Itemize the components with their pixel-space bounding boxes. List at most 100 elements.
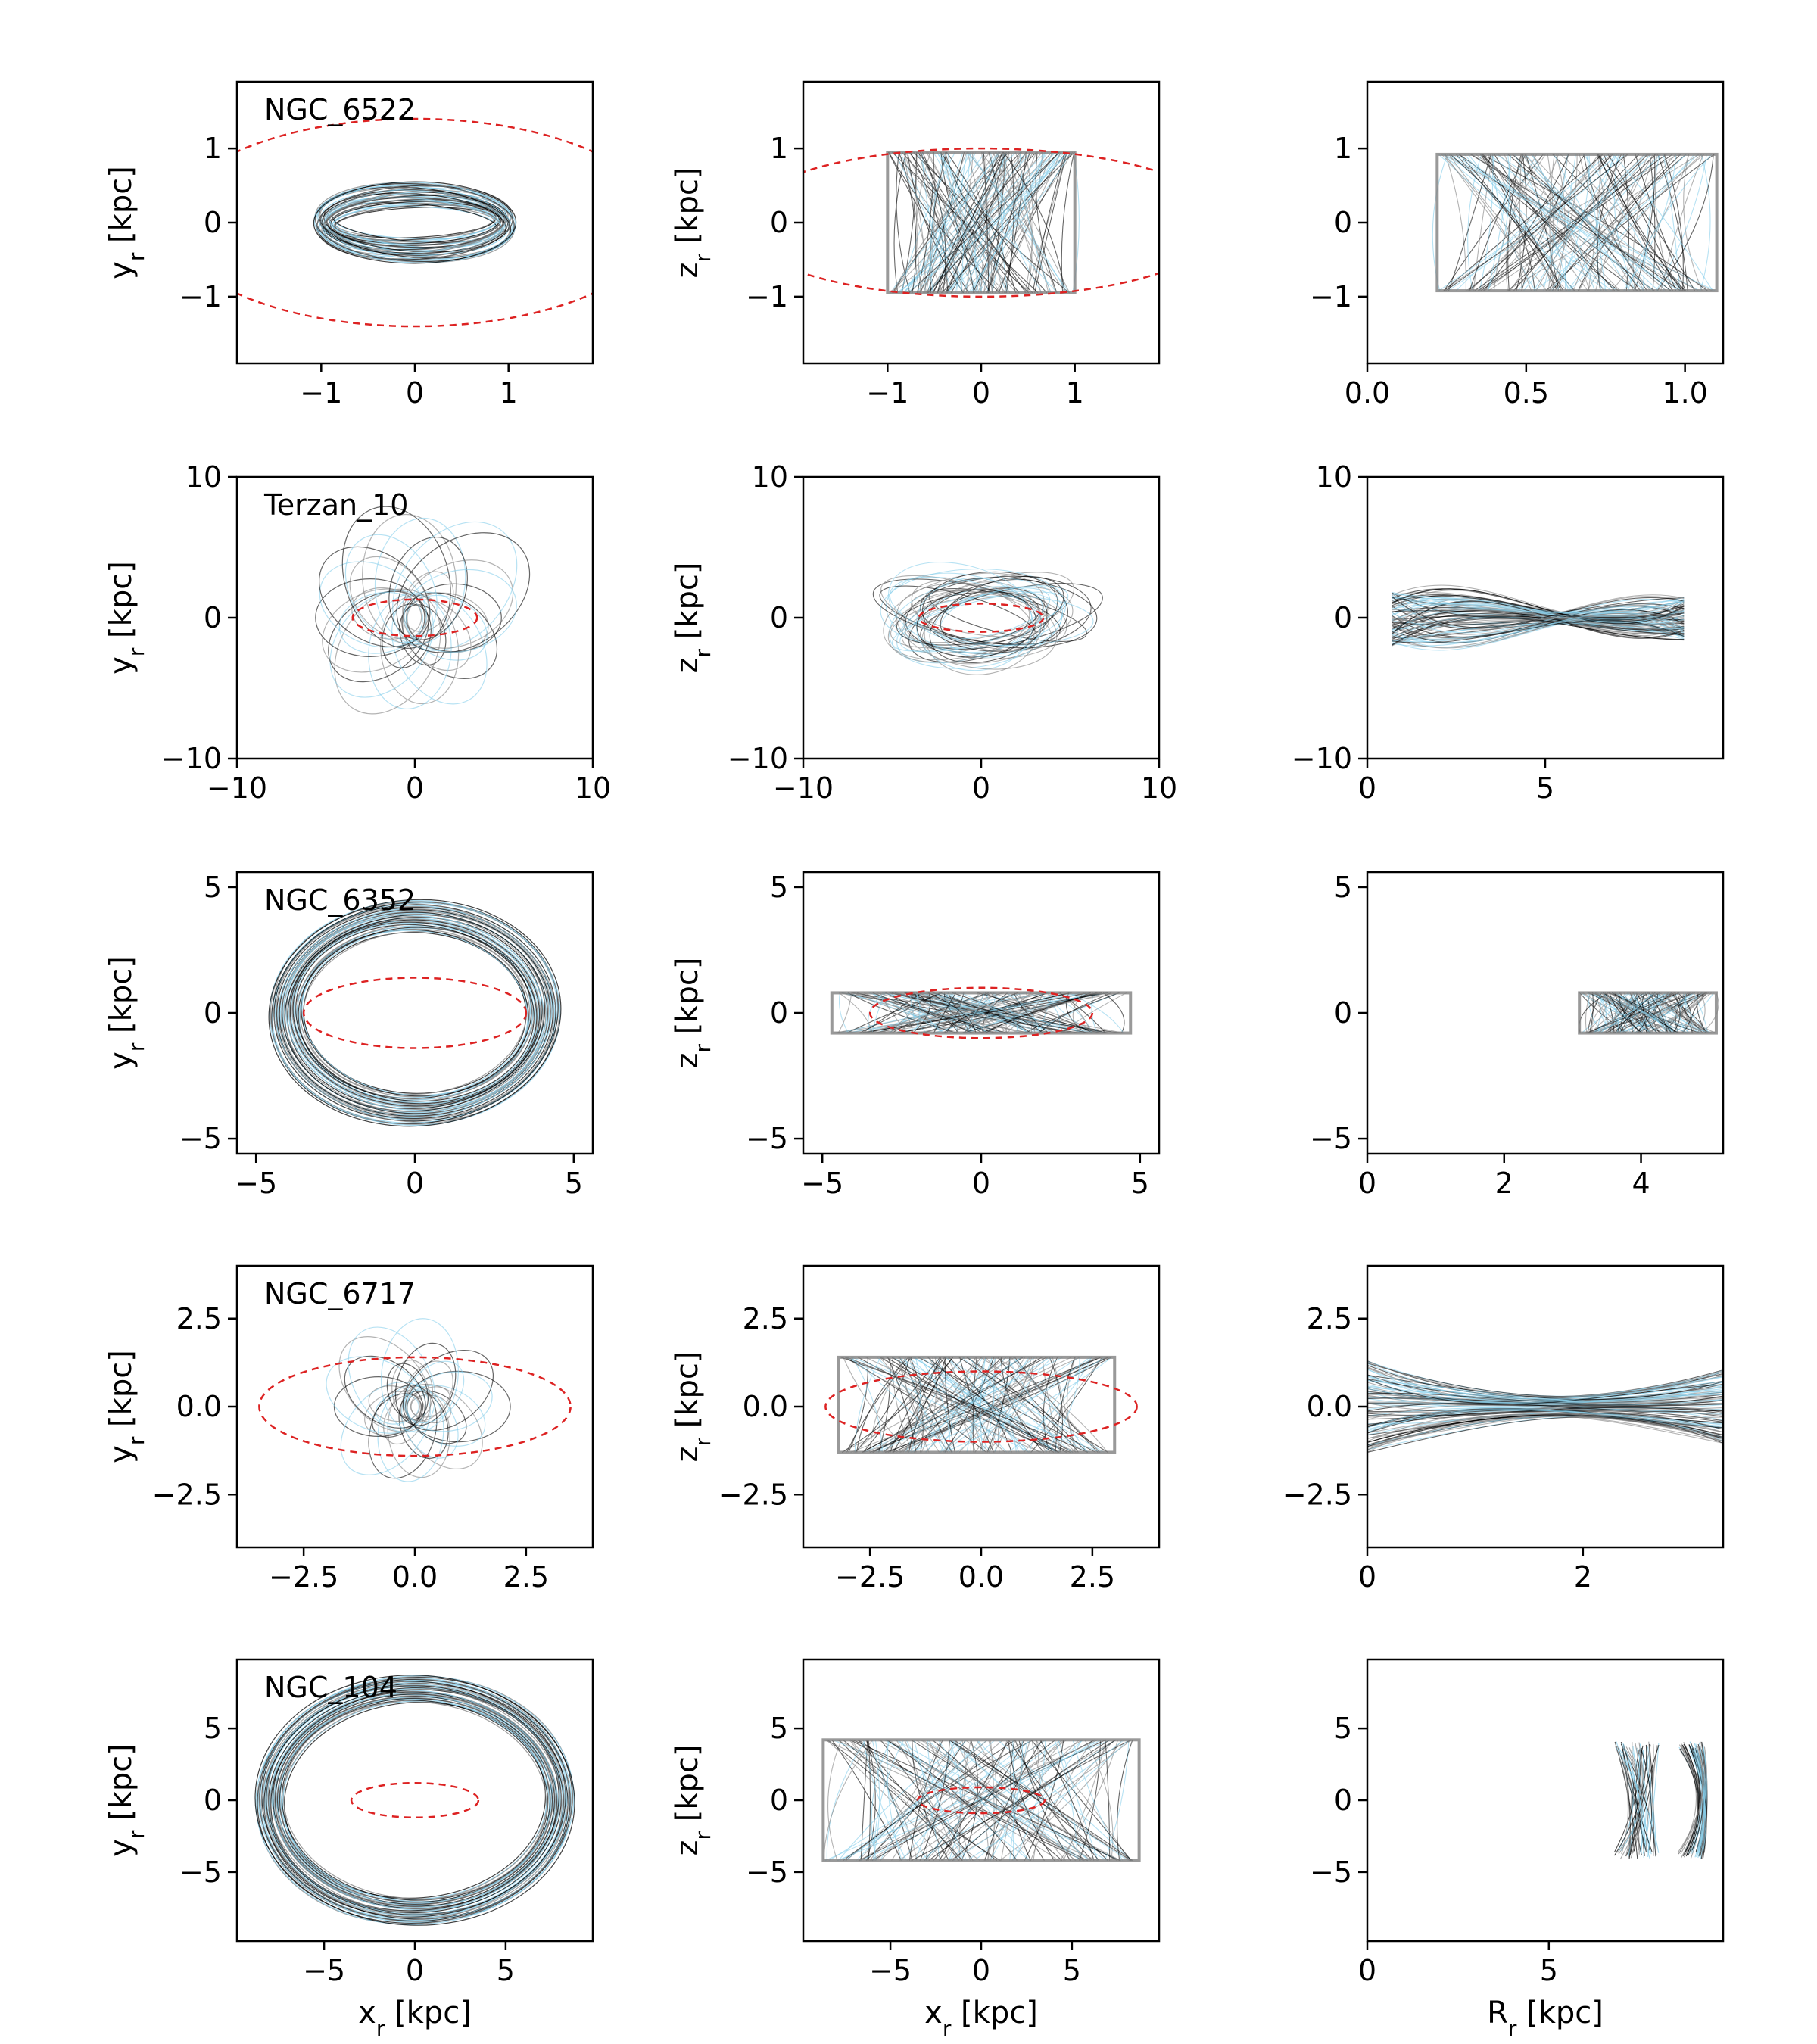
orbit-traces bbox=[1367, 1360, 1723, 1453]
orbit-trace bbox=[1006, 992, 1027, 1033]
orbit-trace bbox=[273, 1693, 556, 1908]
bar-outline bbox=[258, 1356, 572, 1457]
orbit-traces bbox=[1578, 991, 1719, 1035]
orbit-trace bbox=[268, 899, 562, 1127]
orbit-trace bbox=[392, 521, 518, 651]
orbit-trace bbox=[1392, 619, 1685, 647]
orbit-trace bbox=[838, 992, 873, 1033]
orbit-trace bbox=[1030, 992, 1045, 1033]
x-tick-label: 0.0 bbox=[1345, 376, 1390, 410]
orbit-trace bbox=[388, 536, 468, 640]
orbit-trace bbox=[1531, 154, 1595, 291]
orbit-trace bbox=[1367, 1375, 1723, 1403]
orbit-trace bbox=[962, 151, 1049, 294]
orbit-trace bbox=[290, 920, 540, 1106]
orbit-envelope bbox=[1578, 991, 1718, 1035]
orbit-trace bbox=[1032, 151, 1066, 294]
orbit-trace bbox=[996, 151, 1071, 294]
orbit-trace bbox=[277, 907, 553, 1119]
orbit-trace bbox=[1392, 598, 1685, 623]
orbit-trace bbox=[1367, 1388, 1723, 1404]
orbit-trace bbox=[880, 568, 1067, 649]
orbit-trace bbox=[1652, 992, 1710, 1034]
orbit-trace bbox=[1597, 154, 1696, 291]
orbit-trace bbox=[1072, 992, 1085, 1033]
x-tick-label: 0.5 bbox=[1504, 376, 1549, 410]
orbit-trace bbox=[1642, 154, 1660, 291]
orbit-trace bbox=[1522, 154, 1604, 291]
x-tick-label: 5 bbox=[1540, 1954, 1558, 1987]
orbit-trace bbox=[871, 1740, 880, 1861]
orbit-trace bbox=[1548, 154, 1578, 291]
orbit-trace bbox=[1367, 1403, 1723, 1407]
orbit-trace bbox=[879, 585, 1037, 645]
orbit-trace bbox=[1024, 151, 1033, 294]
orbit-trace bbox=[284, 914, 546, 1112]
orbit-trace bbox=[322, 192, 508, 254]
orbit-trace bbox=[930, 151, 946, 294]
orbit-trace bbox=[980, 151, 993, 294]
orbit-trace bbox=[920, 583, 1103, 650]
orbit-trace bbox=[289, 919, 541, 1107]
orbit-trace bbox=[1602, 992, 1633, 1033]
y-tick-label: 0 bbox=[1334, 601, 1352, 634]
orbit-trace bbox=[920, 1739, 1076, 1862]
orbit-trace bbox=[1034, 151, 1067, 294]
orbit-trace bbox=[908, 151, 1060, 294]
orbit-trace bbox=[279, 1697, 551, 1903]
orbit-trace bbox=[1471, 154, 1713, 291]
orbit-trace bbox=[952, 992, 1044, 1034]
orbit-trace bbox=[1026, 151, 1067, 294]
y-tick-label: 0 bbox=[770, 601, 788, 634]
x-tick-label: 2.5 bbox=[1070, 1560, 1115, 1594]
orbit-trace bbox=[1035, 151, 1058, 294]
orbit-trace bbox=[1367, 1378, 1723, 1404]
panel-r2-c1: −5 0 5 −5 0 5 bbox=[746, 871, 1161, 1200]
y-tick-label: 0 bbox=[204, 1784, 222, 1817]
y-tick-label: −5 bbox=[746, 1122, 788, 1155]
y-tick-label: 1 bbox=[1334, 132, 1352, 165]
orbit-trace bbox=[966, 1739, 1129, 1862]
orbit-trace bbox=[851, 1357, 1102, 1453]
orbit-trace bbox=[937, 151, 1004, 294]
orbit-trace bbox=[1392, 590, 1685, 627]
orbit-trace bbox=[823, 1739, 874, 1861]
orbit-trace bbox=[912, 992, 927, 1033]
orbit-trace bbox=[288, 918, 541, 1108]
bar-outline bbox=[237, 117, 593, 328]
orbit-trace bbox=[1579, 992, 1628, 1034]
orbit-trace bbox=[1613, 154, 1713, 291]
orbit-trace bbox=[318, 185, 512, 260]
orbit-trace bbox=[1030, 1357, 1103, 1453]
orbit-trace bbox=[1013, 992, 1049, 1034]
orbit-trace bbox=[1367, 1369, 1723, 1400]
orbit-trace bbox=[883, 1357, 946, 1453]
x-tick-label: 0.0 bbox=[958, 1560, 1004, 1594]
y-axis-label: yr [kpc]y_r [kpc] bbox=[104, 1350, 149, 1463]
orbit-trace bbox=[1392, 609, 1685, 632]
orbit-trace bbox=[374, 517, 466, 645]
orbit-trace bbox=[404, 569, 517, 653]
x-tick-label: 5 bbox=[565, 1167, 583, 1200]
orbit-trace bbox=[333, 205, 497, 240]
y-tick-label: 5 bbox=[204, 1712, 222, 1745]
orbit-trace bbox=[923, 151, 996, 294]
orbit-trace bbox=[298, 927, 531, 1098]
orbit-trace bbox=[254, 1675, 575, 1926]
orbit-trace bbox=[273, 1692, 557, 1908]
orbit-trace bbox=[362, 513, 457, 646]
orbit-trace bbox=[880, 1739, 968, 1861]
y-tick-label: 1 bbox=[770, 132, 788, 165]
orbit-trace bbox=[932, 992, 1032, 1034]
orbit-trace bbox=[1392, 606, 1685, 634]
orbit-trace bbox=[1367, 1407, 1723, 1416]
orbit-trace bbox=[1043, 1357, 1058, 1453]
x-tick-label: 0 bbox=[406, 1167, 424, 1200]
orbit-trace bbox=[1392, 596, 1685, 614]
x-tick-label: 2 bbox=[1495, 1167, 1513, 1200]
orbit-trace bbox=[893, 151, 907, 294]
orbit-trace bbox=[1444, 154, 1547, 291]
orbit-trace bbox=[958, 1357, 1108, 1453]
orbit-trace bbox=[270, 1689, 559, 1912]
orbit-traces bbox=[254, 1675, 575, 1926]
